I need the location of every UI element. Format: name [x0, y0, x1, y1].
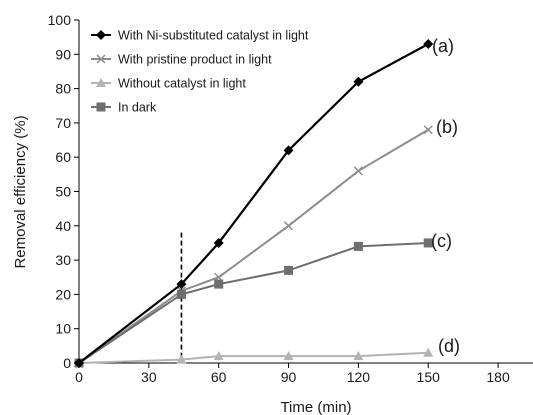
data-point	[423, 125, 433, 135]
x-tick-label: 0	[75, 369, 83, 385]
data-point	[423, 39, 434, 50]
data-point	[353, 351, 364, 361]
legend-entry: In dark	[91, 101, 157, 115]
axes: 0 10 20 30 40 50 60 70 80 90 100 0 30 60 90 120 150 180	[48, 12, 533, 385]
series-line	[78, 43, 429, 364]
series-square	[74, 238, 433, 368]
series-triangle	[74, 347, 434, 367]
legend-label: In dark	[118, 101, 157, 115]
data-point	[176, 354, 187, 364]
series-line	[78, 241, 429, 364]
data-point	[213, 237, 224, 248]
y-tick-label: 70	[55, 115, 71, 131]
y-tick-label: 0	[63, 355, 71, 371]
y-tick-label: 10	[55, 321, 71, 337]
x-tick-label: 150	[417, 369, 441, 385]
data-point	[214, 279, 224, 289]
data-point	[74, 358, 84, 368]
data-point	[353, 166, 363, 176]
series-tags: (a) (b) (d) (c)	[431, 36, 460, 356]
series-tag-label: (a)	[432, 36, 454, 56]
y-tick-label: 40	[55, 218, 71, 234]
y-tick-label: 20	[55, 286, 71, 302]
data-point	[176, 289, 186, 299]
series-layer	[74, 39, 434, 368]
x-tick-label: 180	[486, 369, 510, 385]
legend-entry: With Ni-substituted catalyst in light	[91, 29, 309, 43]
y-tick-label: 90	[55, 46, 71, 62]
x-axis-title: Time (min)	[280, 399, 351, 415]
legend-swatch-marker	[96, 102, 106, 112]
series-line	[78, 128, 429, 364]
y-tick-label: 80	[55, 81, 71, 97]
series-tag-label: (c)	[431, 231, 452, 251]
legend-entry: With pristine product in light	[91, 53, 272, 67]
data-point	[283, 145, 294, 156]
data-point	[176, 279, 187, 290]
data-point	[283, 351, 294, 361]
data-point	[423, 238, 433, 248]
data-point	[423, 347, 434, 357]
data-point	[353, 241, 363, 251]
y-tick-label: 50	[55, 184, 71, 200]
y-axis-title: Removal efficiency (%)	[12, 115, 29, 268]
y-tick-label: 60	[55, 149, 71, 165]
legend-swatch-marker	[96, 54, 106, 64]
legend: With Ni-substituted catalyst in light Wit…	[91, 29, 309, 115]
x-tick-label: 60	[211, 369, 227, 385]
y-tick-label: 100	[48, 12, 72, 28]
legend-label: Without catalyst in light	[118, 77, 246, 91]
legend-label: With Ni-substituted catalyst in light	[118, 29, 309, 43]
data-point	[353, 76, 364, 87]
x-tick-label: 120	[347, 369, 371, 385]
series-tag-label: (d)	[438, 336, 460, 356]
legend-swatch-marker	[96, 78, 106, 87]
legend-entry: Without catalyst in light	[91, 77, 246, 91]
series-diamond	[74, 39, 434, 368]
x-tick-label: 30	[141, 369, 157, 385]
series-line	[78, 351, 429, 364]
data-point	[213, 351, 224, 361]
legend-swatch-marker	[96, 30, 106, 40]
data-point	[284, 221, 294, 231]
legend-label: With pristine product in light	[118, 53, 272, 67]
data-point	[284, 265, 294, 275]
x-tick-label: 90	[281, 369, 297, 385]
series-tag-label: (b)	[436, 117, 458, 137]
y-tick-label: 30	[55, 252, 71, 268]
